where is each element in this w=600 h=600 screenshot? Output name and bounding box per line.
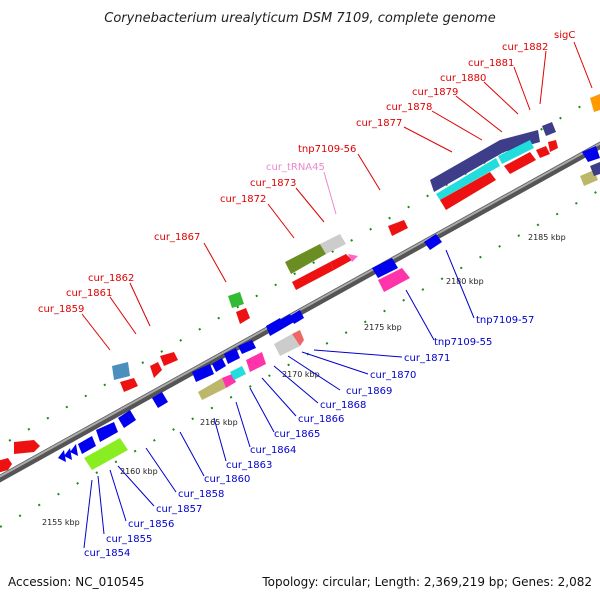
tick-track-outer <box>0 94 600 448</box>
gene-label: cur_1856 <box>128 519 174 530</box>
topology-text: Topology: circular; Length: 2,369,219 bp… <box>261 575 592 589</box>
scale-label: 2170 kbp <box>282 370 320 379</box>
gene-label: cur_1858 <box>178 489 224 500</box>
forward-features <box>0 94 600 473</box>
scale-label: 2155 kbp <box>42 518 80 527</box>
gene-label: cur_1881 <box>468 58 514 69</box>
gene-label: cur_1878 <box>386 102 432 113</box>
gene-label: cur_1882 <box>502 42 548 53</box>
gene-label: cur_1862 <box>88 273 134 284</box>
gene-feature <box>436 158 500 200</box>
scale-label: 2175 kbp <box>364 323 402 332</box>
gene-feature <box>548 140 558 152</box>
gene-feature <box>330 254 352 270</box>
scale-labels: 2155 kbp 2160 kbp 2165 kbp 2170 kbp 2175… <box>42 233 566 527</box>
gene-label: cur_1865 <box>274 429 320 440</box>
leader-line-trna <box>323 171 337 215</box>
gene-label: cur_1866 <box>298 414 344 425</box>
gene-label: tnp7109-57 <box>476 315 534 326</box>
gene-feature <box>150 362 162 378</box>
leader-lines-top <box>81 41 593 351</box>
tick-track-inner <box>0 189 600 528</box>
gene-feature <box>228 292 244 308</box>
gene-label: sigC <box>554 30 575 41</box>
trna-label: cur_tRNA45 <box>266 162 325 173</box>
gene-label: cur_1857 <box>156 504 202 515</box>
gene-label: cur_1869 <box>346 386 392 397</box>
gene-feature <box>388 220 408 236</box>
gene-label: cur_1871 <box>404 353 450 364</box>
gene-feature <box>14 440 40 454</box>
gene-feature <box>536 146 550 158</box>
gene-label: cur_1855 <box>106 534 152 545</box>
scale-label: 2160 kbp <box>120 467 158 476</box>
gene-feature <box>430 130 540 192</box>
gene-label: cur_1877 <box>356 118 402 129</box>
gene-feature <box>440 172 496 210</box>
gene-feature <box>320 234 346 254</box>
map-title: Corynebacterium urealyticum DSM 7109, co… <box>104 11 495 26</box>
trna-feature <box>348 254 358 262</box>
gene-label: cur_1872 <box>220 194 266 205</box>
gene-feature <box>0 458 12 473</box>
gene-label: tnp7109-56 <box>298 144 356 155</box>
gene-label: cur_1854 <box>84 548 130 559</box>
gene-feature <box>504 152 536 174</box>
leader-lines-bottom <box>83 249 475 549</box>
gene-label: cur_1859 <box>38 304 84 315</box>
gene-labels-bottom: cur_1854 cur_1855 cur_1856 cur_1857 cur_… <box>84 315 534 559</box>
gene-feature <box>498 140 534 164</box>
gene-label: cur_1861 <box>66 288 112 299</box>
gene-feature <box>292 262 334 290</box>
gene-feature <box>236 308 250 324</box>
gene-feature <box>285 244 326 274</box>
accession-text: Accession: NC_010545 <box>8 575 144 589</box>
scale-label: 2165 kbp <box>200 418 238 427</box>
gene-label: cur_1863 <box>226 460 272 471</box>
gene-feature <box>112 362 130 380</box>
gene-feature <box>590 94 600 112</box>
gene-label: tnp7109-55 <box>434 337 492 348</box>
gene-label: cur_1867 <box>154 232 200 243</box>
scale-label: 2180 kbp <box>446 277 484 286</box>
gene-label: cur_1873 <box>250 178 296 189</box>
gene-label: cur_1860 <box>204 474 250 485</box>
gene-label: cur_1870 <box>370 370 416 381</box>
reverse-features <box>58 146 600 470</box>
gene-label: cur_1879 <box>412 87 458 98</box>
gene-label: cur_1880 <box>440 73 486 84</box>
scale-label: 2185 kbp <box>528 233 566 242</box>
gene-feature <box>160 352 178 366</box>
gene-feature <box>120 378 138 392</box>
gene-labels-top: cur_1859 cur_1861 cur_1862 cur_1867 cur_… <box>38 30 575 315</box>
gene-feature <box>542 122 556 136</box>
gene-label: cur_1864 <box>250 445 296 456</box>
gene-label: cur_1868 <box>320 400 366 411</box>
